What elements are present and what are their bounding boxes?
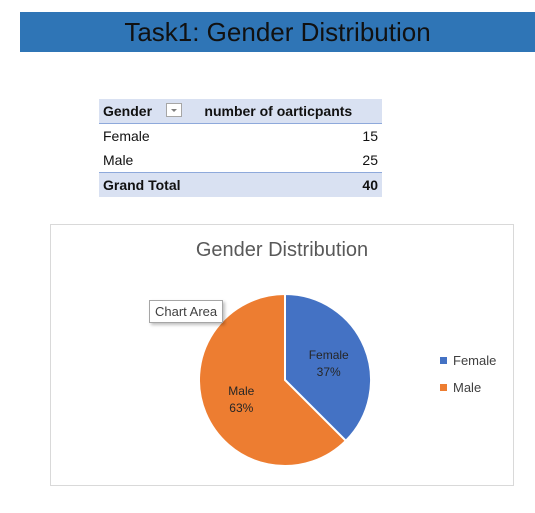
grand-total-value: 40 (200, 172, 382, 197)
pie-slice-female[interactable] (284, 292, 372, 443)
legend-swatch (440, 357, 447, 364)
legend-item-female: Female (440, 353, 496, 368)
data-label-percent: 63% (229, 401, 253, 415)
page-banner: Task1: Gender Distribution (20, 12, 535, 52)
pivot-table: Gender number of oarticpants Female 15 M… (99, 99, 382, 197)
filter-dropdown-icon[interactable] (166, 103, 183, 117)
pivot-header-count: number of oarticpants (200, 99, 382, 124)
data-label-name: Female (309, 348, 349, 362)
pie-chart: Female 37% Male 63% (198, 292, 372, 467)
grand-total-row: Grand Total 40 (99, 172, 382, 197)
pivot-header-row: Gender number of oarticpants (99, 99, 382, 124)
table-row: Female 15 (99, 124, 382, 149)
chart-title: Gender Distribution (195, 239, 369, 261)
table-row: Male 25 (99, 148, 382, 173)
row-value: 15 (362, 128, 378, 144)
legend-label: Male (453, 380, 482, 395)
data-label-name: Male (228, 384, 254, 398)
page-title: Task1: Gender Distribution (124, 16, 431, 47)
pie-slice-male[interactable] (198, 292, 348, 467)
pivot-header-gender: Gender (99, 99, 201, 124)
legend-label: Female (453, 353, 497, 368)
row-value: 25 (362, 152, 378, 168)
legend-swatch (440, 384, 447, 391)
grand-total-label: Grand Total (99, 172, 201, 197)
data-label-percent: 37% (317, 365, 341, 379)
chart-area-tooltip: Chart Area (149, 300, 224, 323)
chart-area[interactable]: Gender Distribution Female 37% Male 63% Fem… (50, 224, 514, 486)
legend-item-male: Male (440, 380, 496, 395)
chart-legend: Female Male (440, 353, 496, 407)
pivot-header-gender-label: Gender (103, 103, 153, 119)
row-label: Male (103, 152, 134, 168)
row-label: Female (103, 128, 150, 144)
